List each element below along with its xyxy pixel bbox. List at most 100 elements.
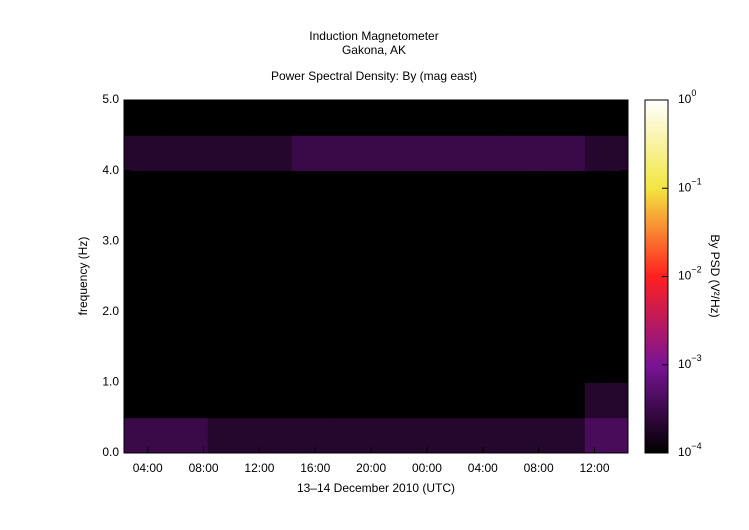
- heatmap-cell: [124, 170, 167, 207]
- heatmap-cell: [165, 170, 209, 207]
- heatmap-cell: [291, 135, 334, 172]
- heatmap-cell: [333, 311, 376, 348]
- x-axis-label: 13–14 December 2010 (UTC): [297, 481, 455, 495]
- heatmap-cell: [165, 135, 209, 172]
- heatmap-cell: [542, 135, 586, 172]
- heatmap-cell: [207, 205, 251, 242]
- heatmap-cell: [417, 241, 460, 277]
- heatmap-cell: [500, 276, 544, 313]
- colorbar-tick-label: 10−1: [678, 177, 702, 195]
- heatmap-cell: [417, 135, 460, 172]
- heatmap-cell: [542, 417, 586, 454]
- heatmap-cell: [291, 170, 334, 207]
- heatmap-cell: [333, 135, 376, 172]
- heatmap-cell: [459, 382, 502, 419]
- heatmap-cell: [291, 311, 334, 348]
- x-tick-label: 00:00: [412, 461, 442, 475]
- heatmap-cell: [124, 135, 167, 172]
- heatmap-cell: [333, 170, 376, 207]
- heatmap-cell: [542, 276, 586, 313]
- chart-subtitle: Gakona, AK: [342, 43, 406, 57]
- heatmap-cell: [459, 170, 502, 207]
- heatmap-cell: [375, 417, 418, 454]
- heatmap-cell: [333, 382, 376, 419]
- heatmap-cell: [375, 170, 418, 207]
- heatmap-cell: [375, 311, 418, 348]
- heatmap-cell: [584, 382, 629, 419]
- heatmap-cell: [584, 135, 629, 172]
- tick-base: 10: [678, 445, 692, 459]
- heatmap-cell: [542, 347, 586, 383]
- heatmap-cell: [165, 382, 209, 419]
- y-tick-label: 5.0: [102, 92, 119, 106]
- colorbar-tick-label: 10−4: [678, 441, 702, 459]
- heatmap-cell: [249, 417, 293, 454]
- heatmap-cell: [417, 311, 460, 348]
- heatmap-cell: [417, 417, 460, 454]
- heatmap-cell: [124, 205, 167, 242]
- heatmap-cell: [584, 205, 629, 242]
- heatmap-cell: [459, 241, 502, 277]
- heatmap-cell: [459, 417, 502, 454]
- heatmap-cell: [249, 205, 293, 242]
- heatmap-cell: [542, 205, 586, 242]
- colorbar-tick-label: 100: [678, 88, 696, 106]
- y-axis-label: frequency (Hz): [76, 237, 90, 316]
- heatmap-cell: [249, 311, 293, 348]
- tick-base: 10: [678, 357, 692, 371]
- heatmap-cell: [249, 100, 293, 136]
- heatmap-cell: [207, 170, 251, 207]
- heatmap-cell: [249, 276, 293, 313]
- x-tick-label: 16:00: [300, 461, 330, 475]
- chart-title: Induction Magnetometer: [309, 29, 438, 43]
- heatmap-cell: [500, 170, 544, 207]
- heatmap-cell: [500, 135, 544, 172]
- colorbar-label: By PSD (V²/Hz): [708, 234, 722, 317]
- x-tick-label: 12:00: [244, 461, 274, 475]
- tick-exponent: −2: [691, 265, 701, 275]
- colorbar-tick-label: 10−2: [678, 265, 702, 283]
- heatmap-cell: [417, 100, 460, 136]
- heatmap-cell: [249, 170, 293, 207]
- heatmap-cell: [291, 205, 334, 242]
- heatmap-cell: [584, 311, 629, 348]
- heatmap-cell: [333, 276, 376, 313]
- heatmap-cell: [500, 100, 544, 136]
- heatmap-cell: [500, 241, 544, 277]
- heatmap-cell: [207, 276, 251, 313]
- heatmap-cell: [207, 382, 251, 419]
- heatmap-cell: [333, 347, 376, 383]
- heatmap-cell: [459, 276, 502, 313]
- heatmap-cell: [207, 311, 251, 348]
- heatmap-cell: [124, 276, 167, 313]
- heatmap-cell: [249, 241, 293, 277]
- heatmap-cell: [375, 276, 418, 313]
- y-tick-label: 2.0: [102, 304, 119, 318]
- heatmap-cell: [459, 205, 502, 242]
- tick-base: 10: [678, 92, 692, 106]
- heatmap-cell: [249, 347, 293, 383]
- heatmap-cell: [291, 347, 334, 383]
- heatmap-cell: [249, 135, 293, 172]
- heatmap-cell: [417, 382, 460, 419]
- heatmap-cell: [165, 205, 209, 242]
- tick-exponent: 0: [691, 88, 696, 98]
- x-tick-label: 04:00: [133, 461, 163, 475]
- heatmap-cell: [500, 205, 544, 242]
- heatmap-cell: [459, 100, 502, 136]
- tick-base: 10: [678, 269, 692, 283]
- heatmap-cell: [124, 100, 167, 136]
- x-tick-label: 04:00: [468, 461, 498, 475]
- y-tick-label: 3.0: [102, 233, 119, 247]
- heatmap-cell: [124, 311, 167, 348]
- heatmap-cell: [375, 241, 418, 277]
- heatmap-cell: [459, 311, 502, 348]
- heatmap-cell: [584, 100, 629, 136]
- heatmap-cell: [333, 100, 376, 136]
- heatmap-cell: [207, 417, 251, 454]
- tick-base: 10: [678, 180, 692, 194]
- heatmap-cell: [500, 347, 544, 383]
- heatmap-cell: [584, 417, 629, 454]
- heatmap-cell: [165, 276, 209, 313]
